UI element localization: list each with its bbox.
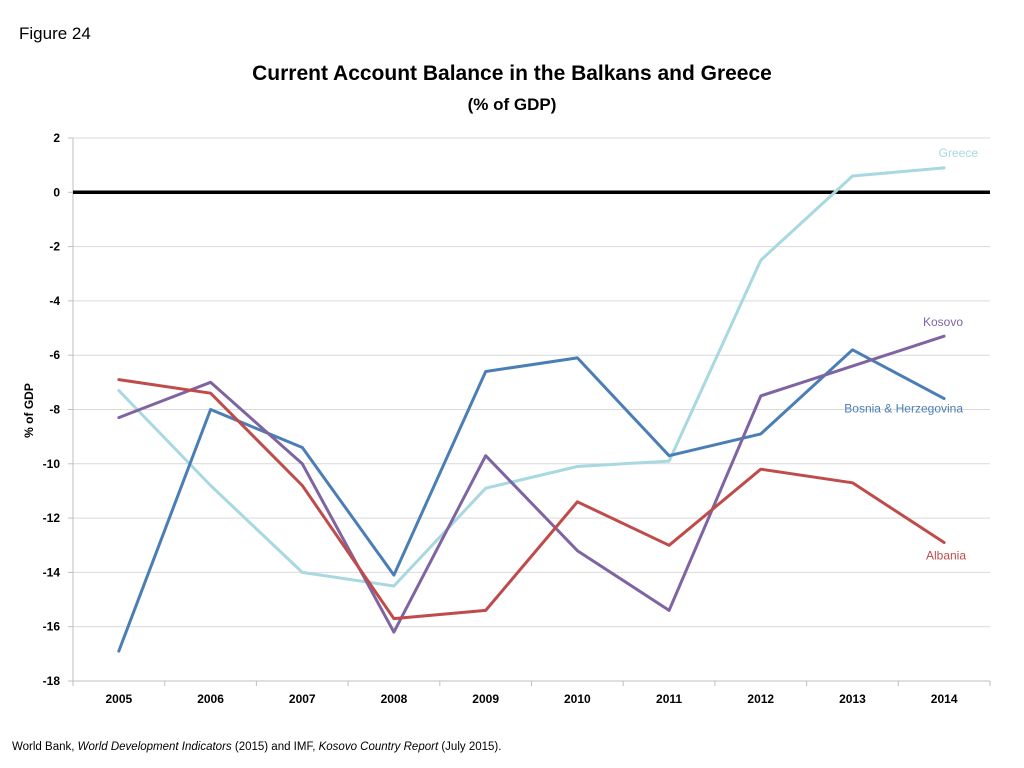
x-tick-label: 2014 xyxy=(931,692,958,706)
x-tick-label: 2005 xyxy=(105,692,132,706)
y-tick-label: -14 xyxy=(43,565,61,579)
x-tick-label: 2013 xyxy=(839,692,866,706)
chart-title: Current Account Balance in the Balkans a… xyxy=(252,62,772,85)
chart-subtitle: (% of GDP) xyxy=(467,95,557,114)
x-tick-label: 2010 xyxy=(564,692,591,706)
y-tick-label: -12 xyxy=(43,511,61,525)
y-tick-label: -18 xyxy=(43,674,61,688)
x-tick-label: 2009 xyxy=(472,692,499,706)
y-tick-label: -10 xyxy=(43,457,61,471)
x-tick-label: 2011 xyxy=(656,692,682,706)
series-label-albania: Albania xyxy=(926,549,966,563)
figure-label: Figure 24 xyxy=(19,24,91,43)
y-tick-label: 0 xyxy=(53,185,60,199)
source-note: World Bank, World Development Indicators… xyxy=(12,741,501,753)
series-label-greece: Greece xyxy=(939,146,979,160)
x-tick-label: 2007 xyxy=(289,692,316,706)
source-prefix: World Bank, xyxy=(12,741,78,753)
y-tick-label: -4 xyxy=(49,294,60,308)
y-tick-label: -6 xyxy=(49,348,60,362)
series-line-kosovo xyxy=(117,334,946,634)
source-middle: (2015) and IMF, xyxy=(231,741,319,753)
series-line-greece xyxy=(117,166,946,588)
series-label-bosnia-herzegovina: Bosnia & Herzegovina xyxy=(844,402,963,416)
x-tick-label: 2012 xyxy=(747,692,774,706)
series-label-kosovo: Kosovo xyxy=(923,315,963,329)
series-line-bosnia-herzegovina xyxy=(117,348,946,653)
source-suffix: (July 2015). xyxy=(438,741,502,753)
y-tick-label: -16 xyxy=(43,620,61,634)
y-axis-title: % of GDP xyxy=(22,383,36,438)
series-line-albania xyxy=(117,378,946,621)
source-italic-wdi: World Development Indicators xyxy=(77,741,232,753)
line-chart: 2 0 -2 -4 -6 -8 -10 -12 -14 -16 -18 2005 2006 2007 200… xyxy=(22,131,991,706)
x-tick-label: 2006 xyxy=(197,692,224,706)
x-tick-label: 2008 xyxy=(381,692,408,706)
y-tick-label: 2 xyxy=(53,131,60,145)
source-italic-kosovo-report: Kosovo Country Report xyxy=(318,741,439,753)
y-tick-label: -8 xyxy=(49,403,60,417)
y-tick-label: -2 xyxy=(49,240,60,254)
